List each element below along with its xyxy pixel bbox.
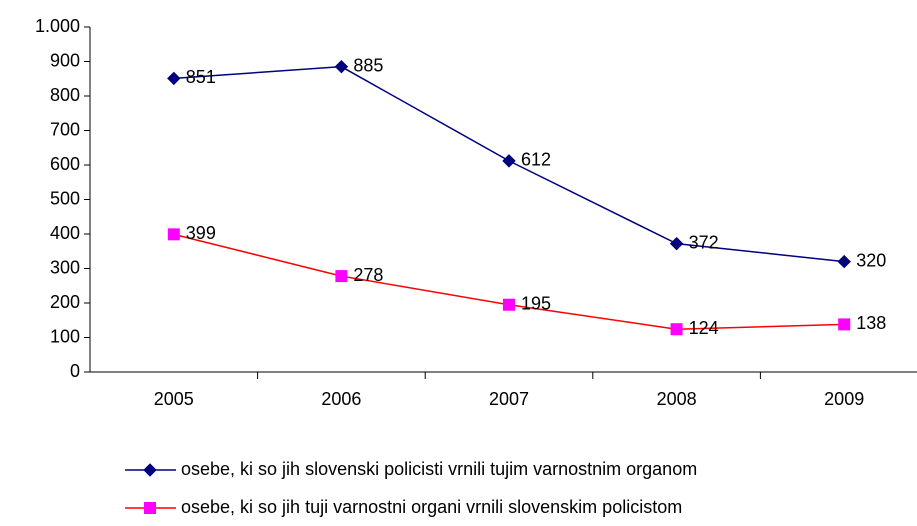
legend-marker	[144, 502, 156, 514]
data-label: 195	[521, 293, 551, 313]
data-label: 885	[353, 55, 383, 75]
x-tick-label: 2008	[657, 389, 697, 409]
y-tick-label: 100	[50, 326, 80, 346]
x-tick-label: 2005	[154, 389, 194, 409]
legend-marker	[143, 463, 157, 477]
y-tick-label: 900	[50, 50, 80, 70]
marker	[838, 318, 851, 331]
data-label: 851	[186, 67, 216, 87]
data-label: 320	[856, 250, 886, 270]
data-label: 278	[353, 265, 383, 285]
data-label: 124	[689, 318, 719, 338]
x-tick-label: 2006	[321, 389, 361, 409]
data-label: 612	[521, 150, 551, 170]
y-tick-label: 500	[50, 188, 80, 208]
marker	[670, 323, 683, 336]
y-tick-label: 800	[50, 85, 80, 105]
data-label: 372	[689, 232, 719, 252]
series-line	[173, 233, 845, 330]
y-tick-label: 600	[50, 154, 80, 174]
marker	[502, 154, 516, 168]
y-tick-label: 700	[50, 119, 80, 139]
marker	[334, 59, 349, 74]
data-label: 138	[856, 313, 886, 333]
y-tick-label: 300	[50, 257, 80, 277]
y-tick-label: 0	[70, 361, 80, 381]
x-tick-label: 2009	[824, 389, 864, 409]
legend-label: osebe, ki so jih tuji varnostni organi v…	[181, 497, 682, 517]
marker	[167, 228, 180, 241]
marker	[669, 236, 684, 251]
y-tick-label: 200	[50, 292, 80, 312]
marker	[837, 254, 851, 269]
marker	[167, 71, 181, 86]
y-tick-label: 1.000	[35, 16, 80, 36]
y-tick-label: 400	[50, 223, 80, 243]
marker	[503, 298, 515, 311]
marker	[335, 270, 348, 283]
legend-label: osebe, ki so jih slovenski policisti vrn…	[181, 459, 697, 479]
x-tick-label: 2007	[489, 389, 529, 409]
data-label: 399	[186, 223, 216, 243]
